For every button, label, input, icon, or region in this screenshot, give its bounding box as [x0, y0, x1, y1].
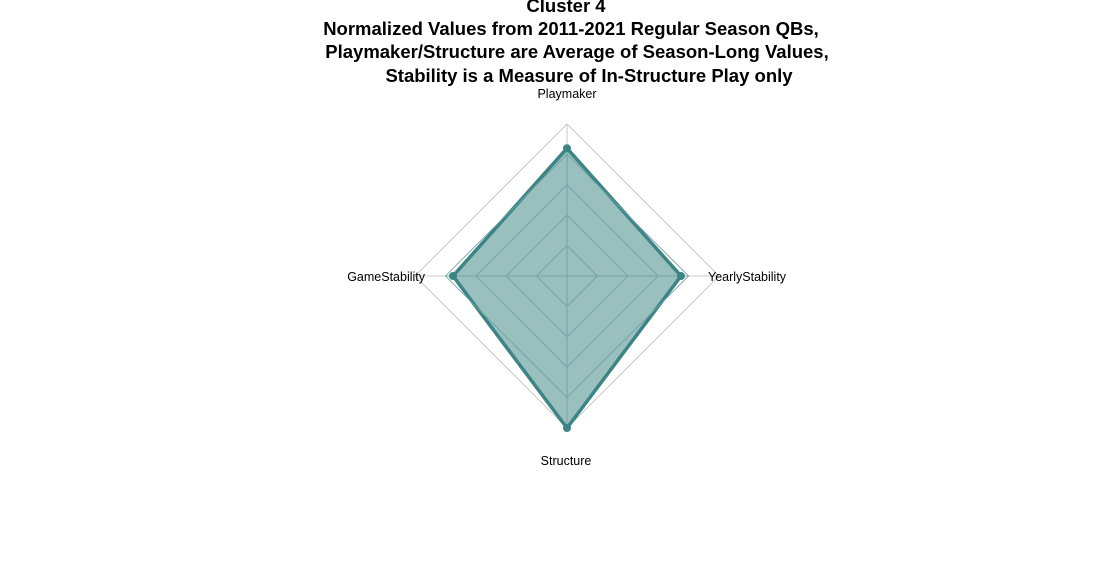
axis-labels: Playmaker YearlyStability Structure Game… [347, 87, 787, 468]
axis-label-playmaker: Playmaker [537, 87, 596, 101]
title-line-1: Cluster 4 [526, 0, 606, 16]
chart-title: Cluster 4 Normalized Values from 2011-20… [323, 0, 829, 86]
title-line-3: Playmaker/Structure are Average of Seaso… [325, 41, 828, 62]
title-line-4: Stability is a Measure of In-Structure P… [385, 65, 793, 86]
radar-data [444, 144, 690, 432]
data-point-playmaker [563, 144, 571, 153]
data-point-gamestability [449, 272, 457, 280]
axis-label-yearlystability: YearlyStability [708, 270, 787, 284]
axis-label-gamestability: GameStability [347, 270, 426, 284]
title-line-2: Normalized Values from 2011-2021 Regular… [323, 18, 819, 39]
data-point-yearlystability [677, 272, 685, 280]
data-point-structure [563, 424, 571, 432]
axis-label-structure: Structure [541, 454, 592, 468]
